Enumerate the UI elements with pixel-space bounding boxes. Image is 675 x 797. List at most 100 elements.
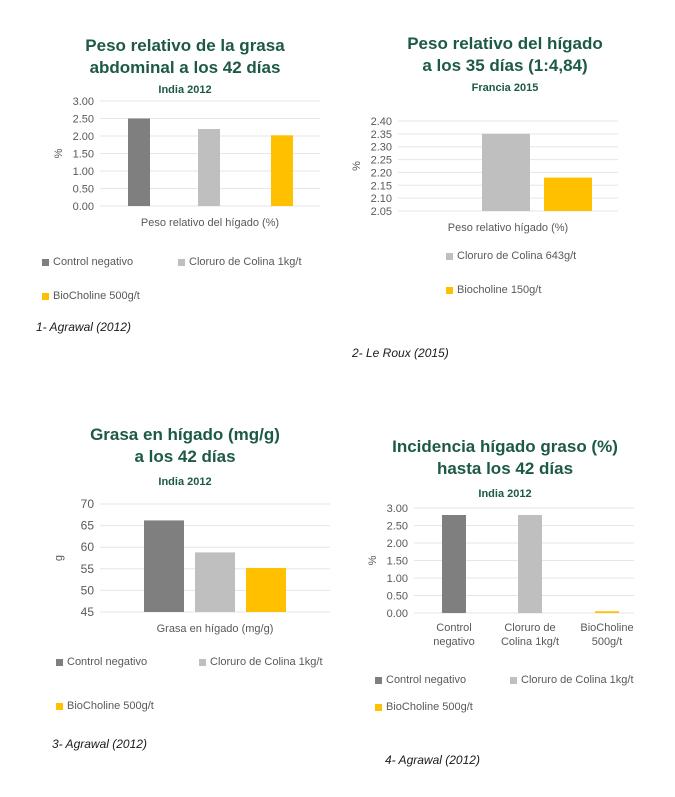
chart-4-bar-1 — [442, 515, 466, 613]
chart-3-title-line-1: Grasa en hígado (mg/g) — [90, 425, 280, 444]
chart-3-bar-2 — [195, 552, 235, 612]
chart-4-plot: 3.00 2.50 2.00 1.50 1.00 0.50 0.00% Control nega… — [367, 503, 634, 648]
chart-1-y-axis-label: % — [53, 148, 65, 158]
chart-3-legend-item: Cloruro de Colina 1kg/t — [199, 656, 323, 668]
chart-2-y-tick-label: 2.20 — [371, 167, 392, 179]
chart-4-y-tick-label: 1.50 — [387, 556, 408, 568]
chart-4-bar-3 — [595, 611, 619, 613]
chart-4-y-tick-label: 2.50 — [387, 521, 408, 533]
chart-3-legend-item: Control negativo — [56, 656, 147, 668]
chart-2-y-tick-label: 2.40 — [371, 116, 392, 128]
legend-swatch — [510, 676, 517, 684]
chart-1-subtitle: India 2012 — [158, 84, 212, 96]
chart-1-y-tick-label: 3.00 — [73, 96, 94, 108]
chart-2-y-tick-label: 2.35 — [371, 129, 392, 141]
chart-2-legend-item: Cloruro de Colina 643g/t — [446, 250, 576, 262]
chart-1-legend-item: Control negativo — [42, 256, 133, 268]
chart-2-y-tick-label: 2.05 — [371, 206, 392, 218]
chart-4-legend-item: BioCholine 500g/t — [375, 701, 473, 713]
legend-swatch — [56, 702, 63, 710]
chart-3-x-axis-label: Grasa en hígado (mg/g) — [157, 623, 274, 635]
chart-2-bar-2 — [544, 177, 592, 211]
chart-1-y-tick-label: 0.50 — [73, 184, 94, 196]
chart-3-y-tick-label: 65 — [81, 519, 95, 533]
chart-3-bar-3 — [246, 567, 286, 612]
legend-label: BioCholine 500g/t — [386, 701, 473, 713]
chart-3-caption: 3- Agrawal (2012) — [52, 737, 147, 751]
chart-2-legend-item: Biocholine 150g/t — [446, 284, 541, 296]
legend-label: BioCholine 500g/t — [53, 290, 140, 302]
chart-4-y-tick-label: 1.00 — [387, 573, 408, 585]
chart-1-y-tick-label: 2.00 — [73, 131, 94, 143]
chart-1-legend-item: Cloruro de Colina 1kg/t — [178, 256, 302, 268]
chart-1-title-line-2: abdominal a los 42 días — [89, 58, 281, 77]
legend-swatch — [42, 258, 49, 266]
chart-3-plot: 70 65 60 55 50 45 g Grasa en hígado (mg/g) — [53, 497, 330, 635]
chart-4-title: Incidencia hígado graso (%) hasta los 42… — [355, 436, 655, 480]
chart-2-title-line-2: a los 35 días (1:4,84) — [422, 56, 588, 75]
chart-4-title-line-2: hasta los 42 días — [436, 459, 574, 478]
chart-2-y-tick-label: 2.25 — [371, 155, 392, 167]
chart-1-title: Peso relativo de la grasa abdominal a lo… — [35, 35, 335, 79]
chart-2-y-axis-label: % — [351, 161, 363, 171]
chart-4-subtitle: India 2012 — [478, 488, 532, 500]
chart-4-category-label: negativo — [433, 636, 475, 648]
chart-2-title: Peso relativo del hígado a los 35 días (… — [355, 33, 655, 77]
chart-1-caption: 1- Agrawal (2012) — [36, 320, 131, 334]
legend-swatch — [446, 286, 453, 294]
legend-swatch — [42, 292, 49, 300]
chart-4-legend-item: Cloruro de Colina 1kg/t — [510, 674, 634, 686]
chart-2-y-tick-label: 2.10 — [371, 193, 392, 205]
chart-3-y-tick-label: 60 — [81, 540, 95, 554]
chart-3-y-tick-label: 55 — [81, 562, 95, 576]
chart-1-y-tick-label: 2.50 — [73, 114, 94, 126]
chart-3-subtitle: India 2012 — [158, 476, 212, 488]
chart-4-legend-item: Control negativo — [375, 674, 466, 686]
legend-label: Cloruro de Colina 643g/t — [457, 250, 577, 262]
chart-4-bar-2 — [518, 515, 542, 613]
chart-2-subtitle: Francia 2015 — [471, 82, 539, 94]
chart-4-caption: 4- Agrawal (2012) — [385, 753, 480, 767]
chart-3-y-axis-label: g — [53, 555, 65, 561]
chart-1-plot: 3.00 2.50 2.00 1.50 1.00 0.50 0.00% Peso relati… — [53, 96, 320, 229]
legend-label: BioCholine 500g/t — [67, 700, 154, 712]
chart-1-x-axis-label: Peso relativo del hígado (%) — [141, 217, 279, 229]
chart-4-category-label: 500g/t — [592, 636, 623, 648]
chart-1-title-line-1: Peso relativo de la grasa — [85, 36, 285, 55]
chart-2-x-axis-label: Peso relativo hígado (%) — [448, 222, 568, 234]
legend-swatch — [375, 676, 382, 684]
chart-4-category-label: Cloruro de — [504, 622, 555, 634]
chart-3-legend-item: BioCholine 500g/t — [56, 700, 154, 712]
chart-3-y-tick-label: 70 — [81, 497, 95, 511]
chart-2-y-tick-label: 2.30 — [371, 142, 392, 154]
chart-4-category-label: Control — [436, 622, 471, 634]
legend-label: Biocholine 150g/t — [457, 284, 542, 296]
chart-3-y-tick-label: 50 — [81, 583, 95, 597]
chart-2-bar-1 — [482, 133, 530, 211]
legend-swatch — [375, 703, 382, 711]
legend-swatch — [446, 252, 453, 260]
chart-1-bar-3 — [271, 135, 293, 206]
chart-4-category-label: Colina 1kg/t — [501, 636, 559, 648]
legend-label: Control negativo — [53, 256, 134, 268]
legend-swatch — [178, 258, 185, 266]
legend-label: Control negativo — [386, 674, 467, 686]
chart-4-title-line-1: Incidencia hígado graso (%) — [392, 437, 618, 456]
chart-1-bar-2 — [198, 129, 220, 206]
legend-label: Cloruro de Colina 1kg/t — [521, 674, 634, 686]
chart-1-bar-1 — [128, 118, 150, 206]
chart-1-legend-item: BioCholine 500g/t — [42, 290, 140, 302]
chart-4-y-tick-label: 2.00 — [387, 538, 408, 550]
chart-3-title-line-2: a los 42 días — [134, 447, 236, 466]
chart-2-plot: 2.402.352.302.252.202.152.102.05% Peso re… — [351, 116, 618, 234]
chart-1-y-tick-label: 1.50 — [73, 149, 94, 161]
chart-3-bar-1 — [144, 520, 184, 612]
chart-2-title-line-1: Peso relativo del hígado — [407, 34, 603, 53]
chart-4-y-tick-label: 0.00 — [387, 608, 408, 620]
chart-2-caption: 2- Le Roux (2015) — [352, 346, 449, 360]
legend-label: Cloruro de Colina 1kg/t — [210, 656, 323, 668]
chart-1-y-tick-label: 1.00 — [73, 166, 94, 178]
chart-1-y-tick-label: 0.00 — [73, 201, 94, 213]
chart-2-y-tick-label: 2.15 — [371, 180, 392, 192]
chart-4-category-label: BioCholine — [580, 622, 633, 634]
